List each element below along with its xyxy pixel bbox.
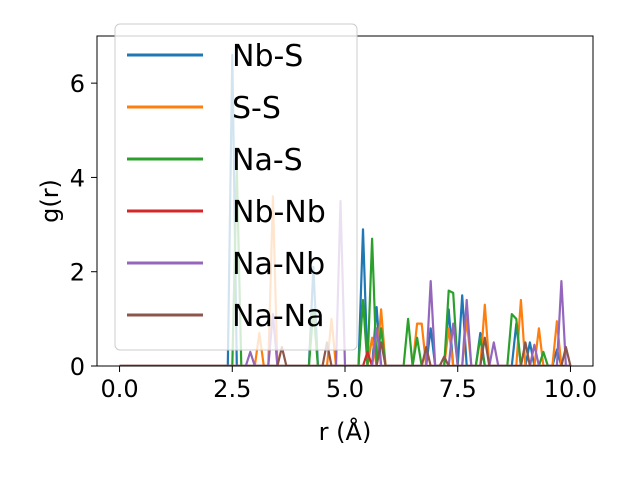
y-tick-label: 4 [70, 164, 85, 192]
y-tick-label: 2 [70, 259, 85, 287]
series-line-na-na [119, 336, 572, 366]
x-tick-label: 0.0 [100, 375, 138, 403]
legend-label: Nb-Nb [232, 195, 326, 230]
legend: Nb-S S-S Na-S Nb-Nb Na-Nb Na-Na [114, 23, 358, 351]
series-line-nb-nb [119, 350, 571, 366]
x-axis-ticks: 0.0 2.5 5.0 7.5 10.0 [100, 366, 597, 403]
x-tick-label: 2.5 [213, 375, 251, 403]
y-tick-label: 6 [70, 70, 85, 98]
legend-label: S-S [232, 91, 281, 126]
legend-label: Na-Na [232, 299, 324, 334]
y-axis-label: g(r) [36, 179, 64, 223]
legend-label: Na-S [232, 143, 303, 178]
legend-label: Na-Nb [232, 247, 325, 282]
legend-label: Nb-S [232, 39, 303, 74]
y-tick-label: 0 [70, 353, 85, 381]
x-tick-label: 10.0 [544, 375, 597, 403]
x-axis-label: r (Å) [319, 417, 372, 446]
y-axis-ticks: 0 2 4 6 [70, 70, 97, 381]
x-tick-label: 5.0 [326, 375, 364, 403]
x-tick-label: 7.5 [439, 375, 477, 403]
